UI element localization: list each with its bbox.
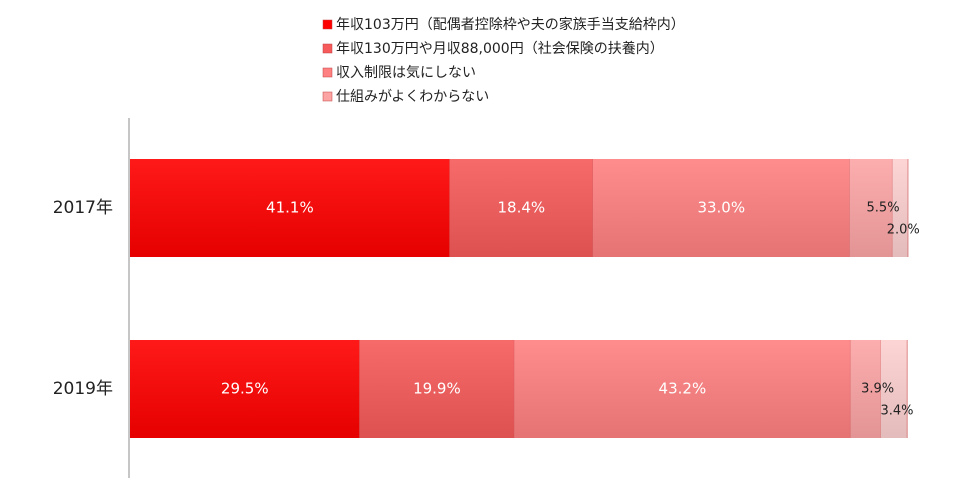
category-label-2: 2019年 bbox=[53, 379, 113, 399]
legend-label-2: 年収130万円や月収88,000円（社会保険の扶養内） bbox=[336, 40, 664, 57]
value-label-1-5: 2.0% bbox=[887, 223, 920, 238]
value-label-1-1: 41.1% bbox=[266, 199, 314, 217]
bar-segment-shade-2-3 bbox=[514, 340, 851, 438]
bar-segment-shade-1-5 bbox=[892, 159, 908, 257]
value-label-2-1: 29.5% bbox=[221, 380, 269, 398]
value-label-2-5: 3.4% bbox=[880, 404, 913, 419]
bar-segment-shade-1-4 bbox=[849, 159, 893, 257]
legend-swatch-1 bbox=[322, 19, 333, 30]
bar-segment-shade-1-3 bbox=[592, 159, 850, 257]
value-label-2-2: 19.9% bbox=[413, 380, 461, 398]
bar-segment-shade-2-4 bbox=[850, 340, 881, 438]
bar-segment-shade-2-1 bbox=[130, 340, 360, 438]
legend-swatch-2 bbox=[322, 43, 333, 54]
value-label-2-4: 3.9% bbox=[861, 382, 894, 397]
bar-segment-shade-1-2 bbox=[449, 159, 593, 257]
legend-swatch-3 bbox=[322, 67, 333, 78]
value-label-1-4: 5.5% bbox=[867, 201, 900, 216]
legend-label-3: 収入制限は気にしない bbox=[336, 65, 476, 81]
legend-swatch-4 bbox=[322, 91, 333, 102]
chart-legend: 年収103万円（配偶者控除枠や夫の家族手当支給枠内） 年収130万円や月収88,0… bbox=[322, 16, 685, 105]
bar-segment-shade-2-2 bbox=[359, 340, 515, 438]
value-label-1-3: 33.0% bbox=[697, 199, 745, 217]
bar-segment-shade-2-5 bbox=[880, 340, 908, 438]
legend-label-4: 仕組みがよくわからない bbox=[336, 89, 489, 105]
legend-label-1: 年収103万円（配偶者控除枠や夫の家族手当支給枠内） bbox=[336, 16, 685, 33]
category-label-1: 2017年 bbox=[53, 198, 113, 218]
value-label-2-3: 43.2% bbox=[659, 380, 707, 398]
bar-segment-shade-1-1 bbox=[130, 159, 450, 257]
bars-group: 2017年 41.1% 18.4% 33.0% 5.5% 2.0% 2019年 29.5% 19… bbox=[53, 159, 920, 438]
value-label-1-2: 18.4% bbox=[498, 199, 546, 217]
